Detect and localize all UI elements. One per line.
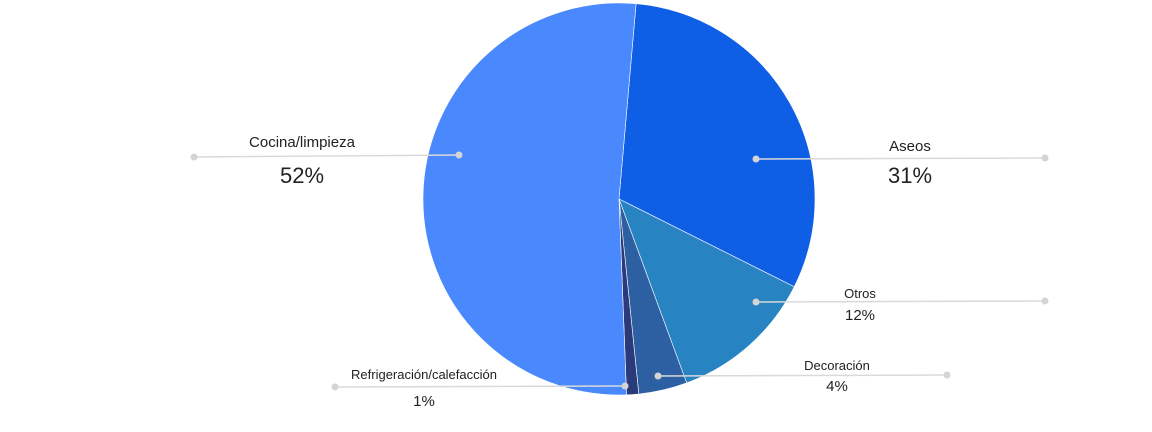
slice-label-otros: Otros	[844, 286, 876, 301]
pie-slice-otros	[618, 198, 795, 384]
slice-value-decoraci-n: 4%	[826, 378, 848, 395]
slice-label-cocina-limpieza: Cocina/limpieza	[249, 134, 356, 151]
leader-dot-otros-inner	[752, 298, 760, 306]
leader-lines	[190, 151, 1049, 391]
pie-slice-cocina-limpieza	[422, 2, 637, 396]
slice-labels: Aseos 31% Otros 12% Decoración 4% Refrigeració…	[249, 134, 932, 410]
leader-dot-cocina-limpieza-inner	[455, 151, 463, 159]
leader-line-refrigeraci-n-calefacci-n	[334, 385, 626, 388]
leader-dot-cocina-limpieza-outer	[190, 153, 198, 161]
slice-label-aseos: Aseos	[889, 138, 931, 155]
leader-dot-aseos-inner	[752, 155, 760, 163]
slice-label-refrigeraci-n-calefacci-n: Refrigeración/calefacción	[351, 367, 497, 382]
leader-dot-decoraci-n-inner	[654, 372, 662, 380]
leader-dot-decoraci-n-outer	[943, 371, 951, 379]
slice-value-cocina-limpieza: 52%	[280, 163, 324, 188]
leader-dot-otros-outer	[1041, 297, 1049, 305]
leader-dot-refrigeraci-n-calefacci-n-outer	[331, 383, 339, 391]
leader-line-otros	[755, 300, 1046, 303]
leader-line-aseos	[755, 157, 1046, 160]
slice-label-decoraci-n: Decoración	[804, 358, 870, 373]
slice-value-otros: 12%	[845, 307, 875, 324]
slice-value-aseos: 31%	[888, 163, 932, 188]
leader-dot-refrigeraci-n-calefacci-n-inner	[621, 382, 629, 390]
leader-dot-aseos-outer	[1041, 154, 1049, 162]
pie-slices	[422, 2, 816, 396]
leader-line-decoraci-n	[657, 374, 948, 377]
pie-slice-aseos	[618, 3, 816, 288]
slice-value-refrigeraci-n-calefacci-n: 1%	[413, 393, 435, 410]
leader-line-cocina-limpieza	[193, 154, 460, 158]
